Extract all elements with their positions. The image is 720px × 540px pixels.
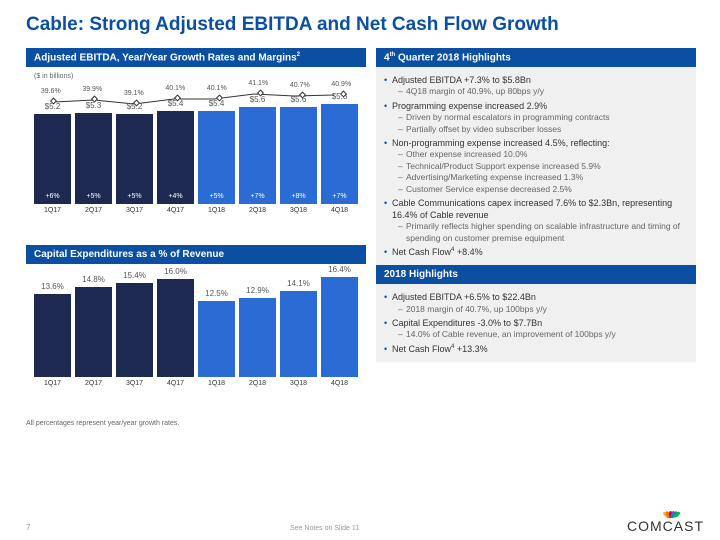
margin-label: 41.1% [248,80,268,87]
sub-bullet: Driven by normal escalators in programmi… [392,112,688,123]
sub-bullet: Primarily reflects higher spending on sc… [392,221,688,244]
capex-chart: 13.6%1Q1714.8%2Q1715.4%3Q1716.0%4Q1712.5… [26,264,366,414]
see-note: See Notes on Slide 11 [290,525,359,532]
bullet-item: Adjusted EBITDA +7.3% to $5.8Bn4Q18 marg… [382,73,688,99]
bar-4Q18: $5.8+7%4Q18 [321,104,358,214]
sub-bullet: 4Q18 margin of 40.9%, up 80bps y/y [392,86,688,97]
bar-3Q18: $5.6+8%3Q18 [280,107,317,214]
main-content: Adjusted EBITDA, Year/Year Growth Rates … [0,36,720,414]
footnote: All percentages represent year/year grow… [0,414,720,427]
capex-bar-4Q18: 16.4%4Q18 [321,277,358,387]
bullet-item: Adjusted EBITDA +6.5% to $22.4Bn2018 mar… [382,290,688,316]
bullet-item: Net Cash Flow4 +13.3% [382,342,688,356]
q4-bullets: Adjusted EBITDA +7.3% to $5.8Bn4Q18 marg… [376,67,696,265]
right-column: 4th Quarter 2018 Highlights Adjusted EBI… [376,48,696,414]
left-column: Adjusted EBITDA, Year/Year Growth Rates … [26,48,366,414]
bullet-item: Capital Expenditures -3.0% to $7.7Bn14.0… [382,316,688,342]
chart1-header: Adjusted EBITDA, Year/Year Growth Rates … [26,48,366,67]
bullet-item: Programming expense increased 2.9%Driven… [382,99,688,136]
comcast-logo: COMCAST [606,518,704,534]
capex-bar-2Q17: 14.8%2Q17 [75,287,112,387]
margin-label: 40.1% [207,85,227,92]
q4-header: 4th Quarter 2018 Highlights [376,48,696,67]
margin-label: 40.1% [165,85,185,92]
margin-label: 39.6% [41,88,61,95]
capex-bar-1Q18: 12.5%1Q18 [198,301,235,387]
margin-label: 40.9% [331,81,351,88]
bar-2Q17: $5.3+5%2Q17 [75,113,112,214]
chart2-header: Capital Expenditures as a % of Revenue [26,245,366,264]
capex-bar-1Q17: 13.6%1Q17 [34,294,71,387]
bullet-item: Net Cash Flow4 +8.4% [382,245,688,259]
fy-header: 2018 Highlights [376,265,696,284]
slide-title: Cable: Strong Adjusted EBITDA and Net Ca… [0,0,720,36]
sub-bullet: Other expense increased 10.0% [392,149,688,160]
bar-1Q17: $5.2+6%1Q17 [34,114,71,214]
bullet-item: Cable Communications capex increased 7.6… [382,196,688,245]
sub-bullet: Customer Service expense decreased 2.5% [392,184,688,195]
bar-1Q18: $5.4+5%1Q18 [198,111,235,214]
sub-bullet: Partially offset by video subscriber los… [392,124,688,135]
bar-3Q17: $5.2+5%3Q17 [116,114,153,214]
bar-4Q17: $5.4+4%4Q17 [157,111,194,214]
capex-bar-4Q17: 16.0%4Q17 [157,279,194,387]
chart1-subtitle: ($ in billions) [30,71,362,80]
bullet-item: Non-programming expense increased 4.5%, … [382,136,688,196]
page-number: 7 [26,523,30,532]
sub-bullet: Advertising/Marketing expense increased … [392,172,688,183]
bar-2Q18: $5.6+7%2Q18 [239,107,276,214]
margin-label: 39.1% [124,90,144,97]
sub-bullet: 2018 margin of 40.7%, up 100bps y/y [392,304,688,315]
capex-bar-3Q17: 15.4%3Q17 [116,283,153,387]
margin-label: 39.9% [82,86,102,93]
capex-bar-2Q18: 12.9%2Q18 [239,298,276,387]
fy-bullets: Adjusted EBITDA +6.5% to $22.4Bn2018 mar… [376,284,696,361]
sub-bullet: Technical/Product Support expense increa… [392,161,688,172]
ebitda-chart: ($ in billions) $5.2+6%1Q17 39.6% $5.3+5%2… [26,67,366,237]
capex-bar-3Q18: 14.1%3Q18 [280,291,317,387]
sub-bullet: 14.0% of Cable revenue, an improvement o… [392,329,688,340]
peacock-icon [664,511,680,523]
margin-label: 40.7% [290,82,310,89]
